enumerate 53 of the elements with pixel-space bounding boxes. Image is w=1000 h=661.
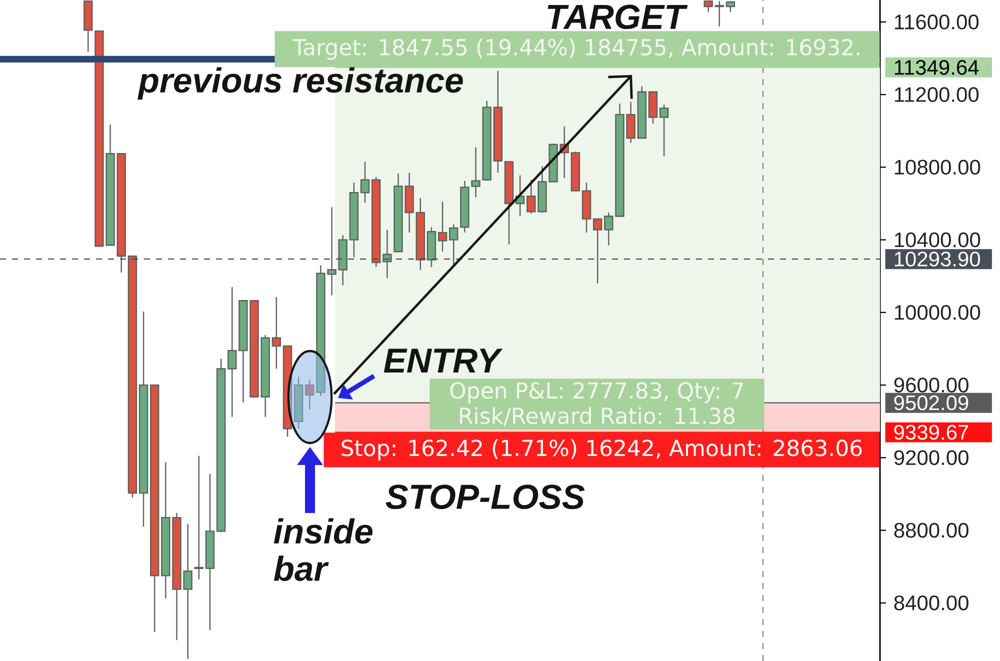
candlestick <box>438 201 448 252</box>
y-tick-label: 9600.00 <box>894 378 968 392</box>
candlestick <box>216 358 226 533</box>
candlestick <box>349 182 359 258</box>
candlestick <box>526 179 536 214</box>
annotation: inside bar <box>274 518 372 582</box>
annotation: ENTRY <box>384 348 503 373</box>
annotation: STOP-LOSS <box>386 484 585 510</box>
y-tick-label: 11600.00 <box>894 14 979 30</box>
y-tick-label: 10400.00 <box>894 232 980 248</box>
annotation: Risk/Reward Ratio: 11.38 <box>460 407 735 426</box>
candlestick <box>570 151 580 192</box>
ref-line-label: 11349.64 <box>894 60 979 75</box>
y-tick-label: 9200.00 <box>894 450 968 466</box>
ref-line-label: 9339.67 <box>894 424 968 440</box>
ref-line-label: 9502.09 <box>894 395 968 410</box>
candlestick <box>592 218 602 284</box>
candlestick <box>338 234 348 286</box>
candlestick <box>371 176 381 268</box>
candlestick <box>449 224 458 265</box>
y-tick-label: 8800.00 <box>894 522 968 538</box>
candlestick <box>205 473 215 631</box>
candlestick <box>504 161 514 245</box>
candlestick <box>150 384 160 633</box>
candlestick <box>360 161 370 204</box>
candlestick <box>493 70 503 174</box>
band-label: Stop: 162.42 (1.71%) 16242, Amount: 2863.06 <box>342 439 862 461</box>
candlestick <box>272 296 282 370</box>
annotation: TARGET <box>548 4 688 30</box>
y-tick-label: 10800.00 <box>894 160 980 175</box>
candlestick <box>138 310 148 528</box>
y-tick-label: 8400.00 <box>894 595 968 610</box>
ref-line-label: 10293.90 <box>894 252 980 267</box>
candlestick <box>648 91 658 124</box>
candlestick <box>704 0 713 13</box>
y-tick-label: 10000.00 <box>894 305 980 320</box>
candlestick <box>637 86 646 139</box>
candlestick <box>294 376 304 430</box>
candlestick <box>659 104 669 157</box>
y-tick-label: 11200.00 <box>894 87 979 102</box>
candlestick <box>582 182 592 234</box>
candlestick <box>416 197 425 270</box>
candlestick <box>726 0 736 13</box>
annotation: Open P&L: 2777.83, Qty: 7 <box>450 382 744 404</box>
candlestick <box>116 152 126 274</box>
candlestick <box>282 345 292 438</box>
candlestick <box>128 256 138 498</box>
annotation: previous resistance <box>138 67 463 100</box>
candlestick <box>305 379 314 410</box>
candlestick <box>228 286 237 418</box>
candlestick <box>426 226 436 268</box>
candlestick <box>84 0 93 53</box>
band-label: Target: 1847.55 (19.44%) 184755, Amount: 16932. <box>292 38 860 60</box>
